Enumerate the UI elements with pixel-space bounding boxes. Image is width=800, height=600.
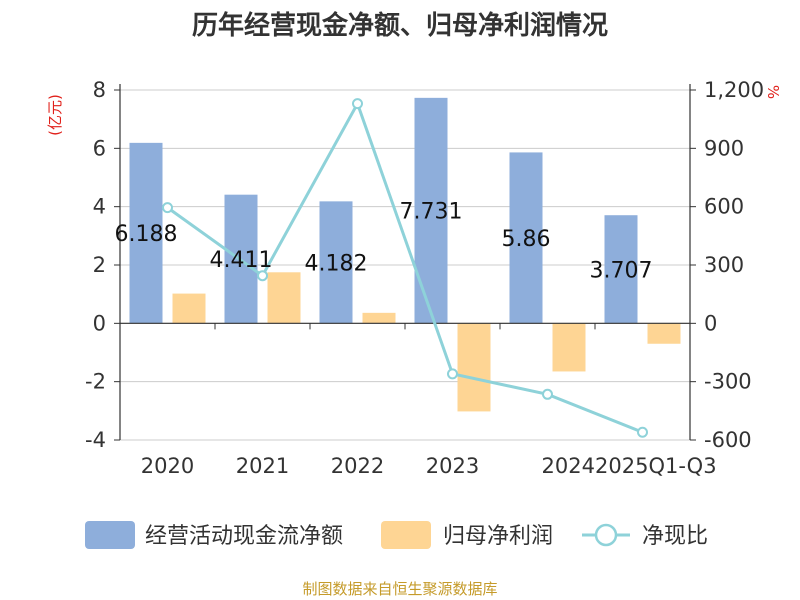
left-axis-unit: (亿元) [46,94,64,136]
legend: 经营活动现金流净额 归母净利润 净现比 [85,521,708,549]
right-tick-label: 1,200 [704,78,764,102]
legend-swatch-profit[interactable] [381,521,431,549]
x-tick-label: 2024 [542,454,595,478]
ratio-point [447,368,458,380]
ratio-point [637,426,648,438]
net-profit-bar [647,323,681,344]
ratio-point [162,202,173,214]
left-tick-label: 8 [93,78,106,102]
left-tick-label: 6 [93,136,106,160]
left-tick-label: -2 [85,370,106,394]
right-tick-label: 0 [704,311,717,335]
net-profit-bar [267,272,301,324]
x-tick-label: 2023 [426,454,479,478]
ratio-point [542,388,553,400]
left-tick-label: 0 [93,311,106,335]
ratio-point [352,98,363,110]
cash-flow-bar [604,215,638,324]
x-tick-label: 2025Q1-Q3 [595,454,717,478]
right-axis-unit: % [764,85,782,99]
cash-flow-data-label: 3.707 [590,258,653,283]
legend-label-profit[interactable]: 归母净利润 [443,524,553,549]
x-tick-label: 2020 [141,454,194,478]
ratio-point [257,270,268,282]
net-profit-bar [362,312,396,324]
axes: -4 -2 0 2 4 6 8 -600 -300 0 300 600 900 1,200 2020 2021… [85,78,764,478]
chart-title: 历年经营现金净额、归母净利润情况 [192,10,608,41]
cash-flow-data-label: 4.182 [305,251,368,276]
cash-flow-data-label: 4.411 [210,248,273,273]
legend-label-ratio[interactable]: 净现比 [642,524,708,549]
x-tick-label: 2022 [331,454,384,478]
net-profit-bar [552,323,586,372]
right-tick-label: 600 [704,195,744,219]
net-profit-bar [457,323,491,412]
cash-flow-data-label: 7.731 [400,200,463,225]
right-tick-label: 900 [704,136,744,160]
source-note: 制图数据来自恒生聚源数据库 [302,580,497,598]
right-tick-label: 300 [704,253,744,277]
x-tick-label: 2021 [236,454,289,478]
cash-flow-bar [319,201,353,324]
cash-flow-data-label: 5.86 [502,227,551,252]
left-tick-label: 4 [93,195,106,219]
cash-flow-bar [129,142,163,324]
legend-label-cash[interactable]: 经营活动现金流净额 [145,524,343,549]
legend-swatch-ratio-marker[interactable] [594,523,618,547]
left-tick-label: -4 [85,428,106,452]
right-tick-label: -600 [704,428,752,452]
net-profit-bar [172,293,206,324]
left-tick-label: 2 [93,253,106,277]
right-tick-label: -300 [704,370,752,394]
ratio-line [166,99,644,434]
data-labels: 6.188 4.411 4.182 7.731 5.86 3.707 [115,200,653,284]
legend-swatch-cash[interactable] [85,521,135,549]
cash-flow-bar [509,152,543,324]
cash-flow-data-label: 6.188 [115,222,178,247]
bars [129,97,681,412]
ratio-line-layer [162,98,648,438]
